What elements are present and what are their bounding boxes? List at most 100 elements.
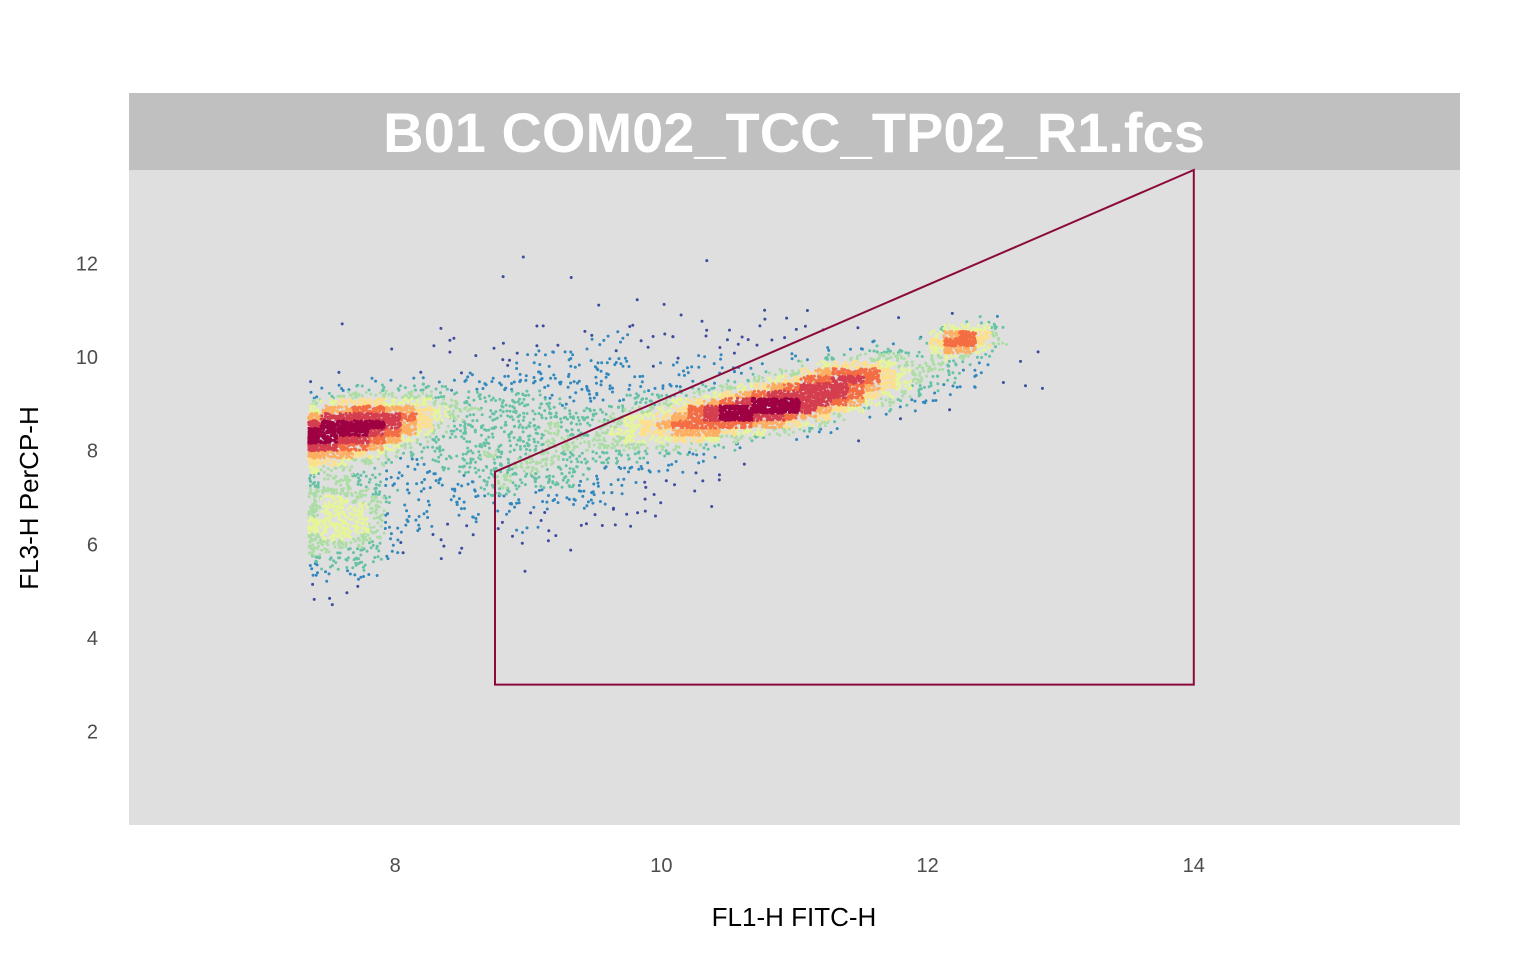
event-point (943, 351, 947, 355)
event-point (426, 430, 430, 433)
event-point (647, 389, 651, 393)
event-point (526, 353, 530, 357)
event-point (890, 364, 894, 367)
event-point (323, 494, 327, 498)
event-point (323, 502, 327, 506)
event-point (548, 407, 552, 411)
event-point (361, 542, 365, 546)
event-point (572, 503, 576, 506)
event-point (566, 385, 570, 389)
event-point (316, 489, 320, 493)
event-point (463, 507, 466, 510)
event-point (595, 439, 599, 443)
event-point (337, 370, 341, 374)
event-point (524, 378, 528, 382)
event-point (561, 478, 565, 482)
event-point (515, 351, 519, 355)
event-point (367, 388, 371, 392)
event-point (664, 435, 668, 439)
event-point (988, 343, 992, 347)
event-point (842, 353, 846, 357)
event-point (706, 431, 710, 435)
event-point (638, 424, 642, 428)
event-point (314, 494, 318, 498)
event-point (608, 384, 612, 388)
event-point (457, 470, 461, 473)
event-point (329, 565, 332, 569)
event-point (477, 468, 481, 472)
event-point (595, 431, 599, 434)
event-point (508, 404, 512, 408)
event-point (648, 470, 652, 474)
event-point (583, 440, 587, 444)
event-point (345, 475, 349, 479)
event-point (494, 449, 498, 453)
event-point (946, 364, 950, 368)
event-point (384, 496, 388, 500)
event-point (328, 557, 332, 561)
event-point (465, 461, 469, 465)
event-point (797, 371, 800, 375)
event-point (406, 488, 409, 492)
event-point (507, 461, 511, 465)
event-point (733, 369, 736, 373)
event-point (806, 370, 810, 374)
event-point (581, 473, 585, 477)
event-point (842, 418, 846, 422)
event-point (432, 416, 436, 420)
event-point (936, 382, 940, 386)
event-point (728, 328, 731, 332)
event-point (856, 354, 859, 358)
event-point (485, 483, 489, 487)
event-point (748, 436, 752, 440)
event-point (738, 390, 742, 394)
event-point (442, 397, 446, 401)
event-point (856, 326, 860, 330)
event-point (507, 490, 511, 493)
event-point (401, 551, 405, 555)
event-point (371, 560, 375, 564)
event-point (531, 460, 535, 464)
event-point (518, 436, 522, 439)
event-point (450, 487, 454, 491)
event-point (879, 353, 883, 357)
event-point (517, 501, 521, 505)
event-point (929, 384, 933, 387)
event-point (675, 360, 679, 364)
event-point (396, 387, 400, 391)
event-point (993, 324, 997, 328)
event-point (311, 573, 315, 577)
event-point (444, 457, 448, 461)
event-point (668, 425, 672, 429)
event-point (506, 457, 510, 461)
event-point (917, 389, 921, 393)
event-point (905, 403, 909, 407)
event-point (538, 363, 542, 366)
event-point (480, 413, 484, 417)
event-point (509, 444, 513, 448)
event-point (429, 394, 433, 397)
event-point (567, 497, 571, 501)
event-point (915, 354, 919, 358)
event-point (376, 521, 380, 525)
event-point (368, 477, 372, 481)
event-point (540, 464, 544, 468)
event-point (326, 489, 330, 493)
event-point (619, 362, 623, 366)
event-point (704, 384, 708, 388)
event-point (892, 351, 896, 355)
event-point (866, 400, 870, 404)
event-point (410, 457, 414, 461)
event-point (771, 384, 775, 388)
event-point (541, 500, 545, 503)
event-point (789, 374, 793, 378)
event-point (437, 380, 441, 384)
event-point (374, 483, 378, 487)
event-point (350, 456, 354, 460)
event-point (836, 408, 839, 411)
event-point (579, 479, 583, 483)
event-point (746, 338, 750, 342)
event-point (328, 535, 332, 539)
event-point (357, 392, 361, 396)
event-point (740, 335, 744, 339)
